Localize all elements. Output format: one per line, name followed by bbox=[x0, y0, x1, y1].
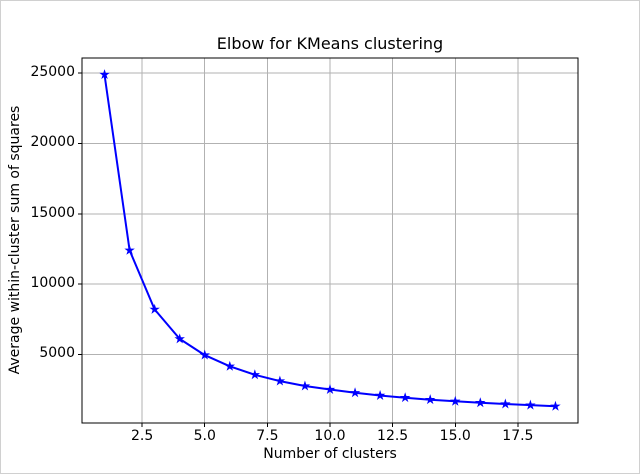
x-tick-label: 17.5 bbox=[502, 428, 534, 444]
y-tick-label: 25000 bbox=[30, 64, 75, 81]
y-tick-label: 15000 bbox=[30, 204, 75, 221]
x-axis-label: Number of clusters bbox=[263, 446, 397, 462]
x-tick-label: 10.0 bbox=[314, 428, 346, 444]
data-point-marker bbox=[424, 394, 436, 405]
x-tick-label: 5.0 bbox=[193, 428, 216, 444]
x-tick-label: 15.0 bbox=[439, 428, 471, 444]
data-point-marker bbox=[149, 303, 160, 314]
data-point-marker bbox=[299, 380, 311, 391]
data-point-marker bbox=[99, 69, 110, 80]
data-point-marker bbox=[124, 244, 135, 255]
y-tick-label: 5000 bbox=[39, 345, 75, 362]
data-point-marker bbox=[349, 387, 361, 398]
data-point-marker bbox=[500, 398, 511, 409]
data-point-marker bbox=[399, 392, 411, 403]
data-point-marker bbox=[174, 333, 185, 344]
data-point-marker bbox=[199, 349, 210, 360]
axes-spines bbox=[81, 57, 579, 424]
data-point-marker bbox=[374, 390, 386, 400]
data-point-marker bbox=[249, 369, 261, 380]
x-tick-label: 2.5 bbox=[130, 428, 154, 444]
x-tick-label: 7.5 bbox=[256, 428, 279, 444]
data-point-marker bbox=[274, 375, 286, 386]
data-point-marker bbox=[324, 384, 336, 394]
data-point-marker bbox=[450, 395, 461, 406]
chart-title: Elbow for KMeans clustering bbox=[216, 34, 444, 53]
data-point-marker bbox=[224, 360, 236, 371]
y-tick-label: 10000 bbox=[30, 275, 75, 292]
x-tick-label: 12.5 bbox=[377, 428, 409, 444]
data-point-marker bbox=[525, 399, 536, 410]
y-tick-label: 20000 bbox=[30, 134, 75, 151]
data-point-marker bbox=[475, 397, 486, 408]
data-point-marker bbox=[550, 400, 561, 411]
y-axis-label: Average within-cluster sum of squares bbox=[7, 105, 23, 375]
